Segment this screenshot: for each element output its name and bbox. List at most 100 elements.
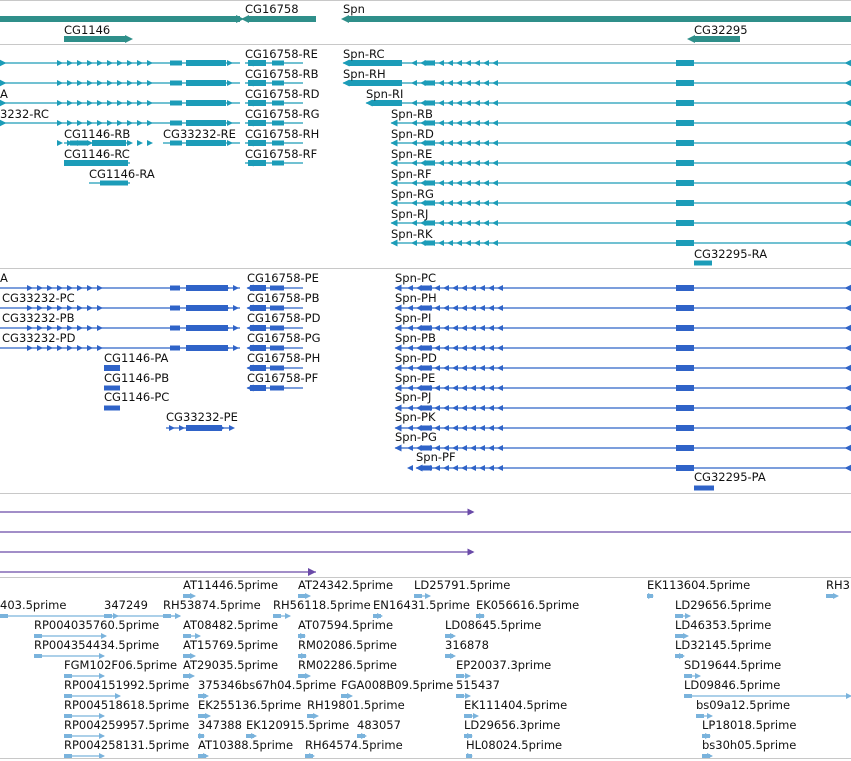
protein-glyph[interactable] — [443, 465, 449, 471]
est-glyph[interactable] — [99, 733, 105, 739]
est-glyph[interactable] — [203, 753, 209, 759]
protein-glyph[interactable] — [250, 285, 266, 291]
transcript-glyph[interactable] — [147, 60, 153, 66]
transcript-glyph[interactable] — [246, 119, 254, 127]
transcript-glyph[interactable] — [844, 159, 851, 167]
gene-glyph[interactable] — [348, 16, 851, 22]
est-label[interactable]: RH3 — [826, 578, 850, 592]
est-label[interactable]: RP004151992.5prime — [64, 678, 190, 692]
est-label[interactable]: RP004035760.5prime — [34, 618, 160, 632]
transcript-glyph[interactable] — [492, 60, 498, 66]
protein-glyph[interactable] — [420, 365, 432, 371]
transcript-glyph[interactable] — [844, 99, 851, 107]
protein-glyph[interactable] — [434, 465, 440, 471]
purple-glyph[interactable] — [467, 548, 475, 556]
transcript-glyph[interactable] — [438, 100, 444, 106]
protein-glyph[interactable] — [420, 425, 432, 431]
protein-glyph[interactable] — [470, 385, 476, 391]
protein-glyph[interactable] — [470, 445, 476, 451]
transcript-label[interactable]: CG16758-RF — [245, 147, 318, 161]
protein-glyph[interactable] — [479, 365, 485, 371]
gene-glyph[interactable] — [236, 15, 244, 23]
est-glyph[interactable] — [684, 694, 692, 698]
transcript-glyph[interactable] — [844, 119, 851, 127]
transcript-glyph[interactable] — [411, 100, 417, 106]
protein-glyph[interactable] — [394, 404, 402, 412]
transcript-glyph[interactable] — [483, 100, 489, 106]
transcript-glyph[interactable] — [447, 200, 453, 206]
transcript-glyph[interactable] — [272, 100, 284, 106]
protein-label[interactable]: CG32295-PA — [694, 470, 766, 484]
transcript-glyph[interactable] — [844, 219, 851, 227]
protein-glyph[interactable] — [219, 425, 225, 431]
est-glyph[interactable] — [183, 654, 191, 658]
transcript-glyph[interactable] — [97, 120, 103, 126]
est-label[interactable]: AT11446.5prime — [183, 578, 279, 592]
est-glyph[interactable] — [34, 634, 42, 638]
transcript-label[interactable]: CG16758-RD — [245, 87, 320, 101]
protein-glyph[interactable] — [452, 285, 458, 291]
protein-glyph[interactable] — [27, 345, 33, 351]
transcript-glyph[interactable] — [227, 60, 233, 66]
protein-glyph[interactable] — [37, 345, 43, 351]
est-glyph[interactable] — [99, 653, 105, 659]
est-glyph[interactable] — [198, 754, 206, 758]
transcript-glyph[interactable] — [107, 140, 113, 146]
transcript-label[interactable]: Spn-RI — [366, 87, 404, 101]
protein-glyph[interactable] — [676, 365, 694, 371]
gene-label-spn[interactable]: Spn — [343, 2, 365, 16]
transcript-glyph[interactable] — [844, 199, 851, 207]
protein-label[interactable]: CG33232-PE — [166, 410, 238, 424]
protein-glyph[interactable] — [443, 425, 449, 431]
protein-glyph[interactable] — [77, 285, 83, 291]
est-label[interactable]: bs30h05.5prime — [702, 738, 797, 752]
transcript-glyph[interactable] — [424, 60, 434, 66]
protein-glyph[interactable] — [394, 384, 402, 392]
transcript-label[interactable]: 3232-RC — [0, 107, 49, 121]
transcript-glyph[interactable] — [424, 120, 434, 126]
protein-glyph[interactable] — [170, 285, 180, 291]
protein-glyph[interactable] — [407, 325, 413, 331]
protein-glyph[interactable] — [461, 285, 467, 291]
est-glyph[interactable] — [648, 593, 654, 599]
protein-glyph[interactable] — [470, 325, 476, 331]
transcript-label[interactable]: CG33232-RE — [163, 127, 236, 141]
transcript-glyph[interactable] — [246, 79, 254, 87]
protein-glyph[interactable] — [461, 445, 467, 451]
protein-glyph[interactable] — [199, 425, 205, 431]
transcript-glyph[interactable] — [170, 80, 182, 86]
transcript-label[interactable]: CG16758-RB — [245, 67, 319, 81]
transcript-label[interactable]: Spn-RB — [391, 107, 433, 121]
est-glyph[interactable] — [163, 614, 171, 618]
est-label[interactable]: 347249 — [104, 598, 148, 612]
transcript-glyph[interactable] — [186, 120, 226, 126]
transcript-glyph[interactable] — [170, 120, 182, 126]
protein-glyph[interactable] — [443, 385, 449, 391]
est-label[interactable]: RH64574.5prime — [305, 738, 403, 752]
transcript-glyph[interactable] — [465, 200, 471, 206]
transcript-glyph[interactable] — [438, 120, 444, 126]
protein-glyph[interactable] — [270, 325, 284, 331]
protein-label[interactable]: Spn-PB — [395, 331, 436, 345]
transcript-glyph[interactable] — [197, 100, 203, 106]
protein-glyph[interactable] — [461, 305, 467, 311]
est-glyph[interactable] — [705, 733, 711, 739]
transcript-glyph[interactable] — [77, 120, 83, 126]
protein-glyph[interactable] — [497, 285, 503, 291]
protein-glyph[interactable] — [844, 404, 851, 412]
protein-glyph[interactable] — [420, 345, 432, 351]
protein-glyph[interactable] — [246, 364, 254, 372]
transcript-glyph[interactable] — [117, 120, 123, 126]
transcript-glyph[interactable] — [465, 140, 471, 146]
transcript-glyph[interactable] — [137, 140, 143, 146]
protein-glyph[interactable] — [104, 405, 120, 411]
transcript-glyph[interactable] — [147, 80, 153, 86]
transcript-glyph[interactable] — [456, 160, 462, 166]
transcript-glyph[interactable] — [137, 80, 143, 86]
protein-glyph[interactable] — [420, 285, 432, 291]
est-label[interactable]: EK111404.5prime — [464, 698, 568, 712]
transcript-glyph[interactable] — [447, 60, 453, 66]
transcript-glyph[interactable] — [438, 140, 444, 146]
transcript-label[interactable]: Spn-RJ — [391, 207, 429, 221]
protein-glyph[interactable] — [250, 325, 266, 331]
